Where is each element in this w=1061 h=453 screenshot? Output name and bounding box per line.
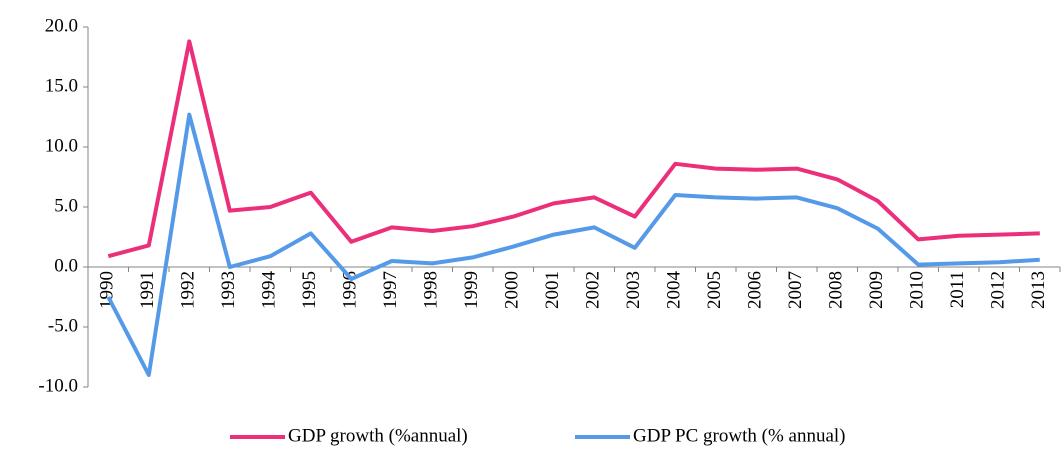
x-tick-label: 1992 (178, 271, 199, 309)
y-tick-label: 15.0 (45, 75, 78, 96)
x-tick-label: 2005 (704, 271, 725, 309)
x-tick-label: 2007 (785, 271, 806, 309)
x-tick-label: 1998 (421, 271, 442, 309)
x-tick-label: 2009 (866, 271, 887, 309)
y-tick-label: 0.0 (54, 255, 78, 276)
x-tick-label: 1996 (340, 271, 361, 309)
x-tick-label: 2000 (502, 271, 523, 309)
x-tick-label: 2013 (1028, 271, 1049, 309)
data-line (107, 39, 1040, 259)
data-line (106, 112, 1040, 377)
x-tick-label: 2002 (583, 271, 604, 309)
y-tick-label: 10.0 (45, 135, 78, 156)
x-tick-label: 2011 (947, 271, 968, 308)
x-tick-label: 1995 (299, 271, 320, 309)
x-tick-label: 1993 (218, 271, 239, 309)
x-tick-label: 2006 (745, 271, 766, 309)
x-tick-label: 2012 (988, 271, 1009, 309)
x-tick-label: 2003 (623, 271, 644, 309)
legend-label: GDP growth (%annual) (288, 425, 468, 446)
x-tick-label: 2001 (542, 271, 563, 309)
y-tick-label: 20.0 (45, 15, 78, 36)
legend-label: GDP PC growth (% annual) (633, 425, 846, 446)
x-tick-label: 1991 (137, 271, 158, 309)
x-tick-label: 2004 (664, 271, 685, 310)
x-tick-label: 1994 (259, 271, 280, 310)
y-tick-label: 5.0 (54, 195, 78, 216)
x-tick-label: 1999 (461, 271, 482, 309)
x-tick-label: 1990 (97, 271, 118, 309)
x-tick-label: 2008 (826, 271, 847, 309)
x-tick-label: 1997 (380, 271, 401, 309)
x-tick-label: 2010 (907, 271, 928, 309)
y-tick-label: -10.0 (38, 375, 78, 396)
y-tick-label: -5.0 (48, 315, 78, 336)
